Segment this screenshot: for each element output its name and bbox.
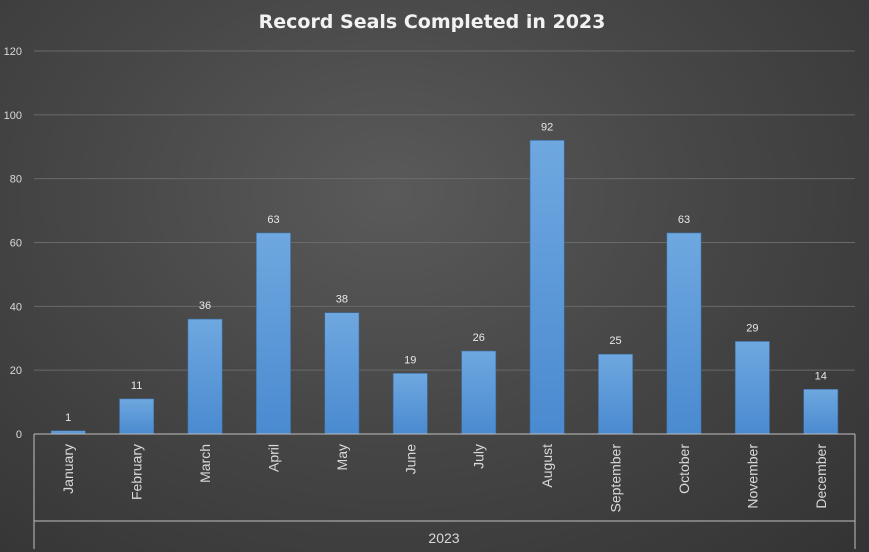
data-label: 63	[267, 214, 279, 226]
x-axis	[33, 433, 856, 549]
y-tick-label: 0	[16, 429, 22, 441]
bar	[598, 353, 633, 435]
data-label: 36	[199, 300, 211, 312]
bar	[187, 318, 223, 435]
y-tick-label: 80	[10, 174, 22, 186]
x-category-label: July	[471, 444, 487, 469]
bar	[734, 341, 770, 435]
y-tick-label: 20	[10, 365, 22, 377]
x-category-label: January	[60, 444, 76, 494]
x-category-label: September	[608, 444, 624, 513]
data-label: 19	[404, 354, 416, 366]
data-label: 38	[336, 294, 348, 306]
data-label: 92	[541, 121, 553, 133]
bar	[119, 398, 155, 435]
data-label: 29	[746, 322, 758, 334]
data-label: 26	[473, 332, 485, 344]
data-label: 63	[678, 214, 690, 226]
y-tick-label: 120	[4, 46, 22, 58]
x-category-label: May	[334, 444, 350, 470]
y-tick-label: 100	[4, 110, 22, 122]
gridlines	[34, 50, 855, 371]
bar	[803, 389, 839, 435]
data-label: 25	[609, 335, 621, 347]
bar	[666, 232, 702, 435]
x-category-label: April	[265, 444, 281, 472]
x-category-label: August	[539, 444, 555, 488]
bar	[529, 140, 565, 435]
x-category-label: December	[813, 444, 829, 509]
x-category-label: March	[197, 444, 213, 483]
x-category-label: November	[744, 444, 760, 509]
x-axis-group-label: 2023	[428, 530, 459, 546]
x-axis-categories: January February March April May June July Augu…	[60, 444, 829, 513]
x-category-label: October	[676, 444, 692, 494]
y-tick-label: 40	[10, 301, 22, 313]
x-category-label: June	[402, 444, 418, 475]
bars	[50, 140, 839, 435]
bar	[461, 350, 497, 435]
data-label: 11	[131, 380, 142, 392]
x-category-label: February	[129, 444, 145, 500]
data-label: 1	[65, 412, 71, 424]
data-label: 14	[815, 370, 827, 382]
bar	[392, 373, 428, 435]
bar	[324, 312, 360, 435]
y-axis-ticks: 0 20 40 60 80 100 120	[4, 46, 22, 441]
y-tick-label: 60	[10, 238, 22, 250]
bar	[256, 232, 291, 435]
chart-title: Record Seals Completed in 2023	[259, 11, 606, 33]
